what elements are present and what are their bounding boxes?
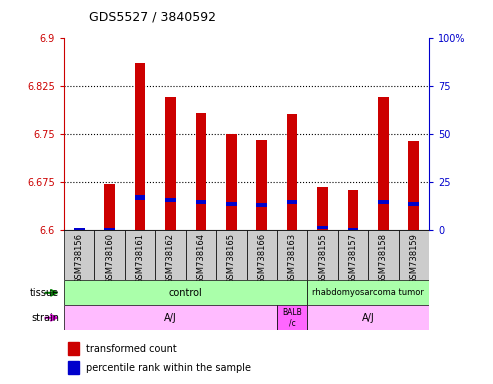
Text: GSM738163: GSM738163 [287, 233, 297, 284]
Bar [95, 230, 125, 280]
Text: rhabdomyosarcoma tumor: rhabdomyosarcoma tumor [312, 288, 424, 297]
Text: BALB
/c: BALB /c [282, 308, 302, 328]
Bar [125, 230, 155, 280]
Text: A/J: A/J [164, 313, 177, 323]
Bar [165, 97, 176, 230]
Bar [165, 198, 176, 202]
Bar [246, 230, 277, 280]
Text: GSM738160: GSM738160 [105, 233, 114, 284]
Bar [105, 184, 115, 230]
Bar [368, 230, 398, 280]
Bar [68, 361, 79, 374]
Bar [105, 228, 115, 230]
Text: control: control [169, 288, 203, 298]
Bar [307, 230, 338, 280]
Bar [256, 203, 267, 207]
Bar [68, 342, 79, 355]
Bar [338, 230, 368, 280]
Text: percentile rank within the sample: percentile rank within the sample [86, 363, 251, 373]
Bar [135, 63, 145, 230]
Bar [408, 141, 419, 230]
Text: transformed count: transformed count [86, 344, 176, 354]
Bar [307, 280, 429, 305]
Bar [408, 202, 419, 206]
Bar [307, 305, 429, 330]
Text: GSM738155: GSM738155 [318, 233, 327, 284]
Text: GSM738162: GSM738162 [166, 233, 175, 284]
Bar [378, 97, 388, 230]
Text: strain: strain [31, 313, 59, 323]
Bar [64, 280, 307, 305]
Text: GSM738158: GSM738158 [379, 233, 388, 284]
Bar [277, 230, 307, 280]
Text: GSM738157: GSM738157 [349, 233, 357, 284]
Bar [226, 202, 237, 206]
Bar [64, 305, 277, 330]
Bar [155, 230, 186, 280]
Bar [64, 230, 95, 280]
Text: A/J: A/J [362, 313, 375, 323]
Bar [216, 230, 246, 280]
Bar [277, 305, 307, 330]
Bar [398, 230, 429, 280]
Text: GSM738159: GSM738159 [409, 233, 418, 284]
Text: GSM738165: GSM738165 [227, 233, 236, 284]
Text: GDS5527 / 3840592: GDS5527 / 3840592 [89, 10, 216, 23]
Bar [186, 230, 216, 280]
Text: GSM738161: GSM738161 [136, 233, 144, 284]
Bar [287, 114, 297, 230]
Text: GSM738166: GSM738166 [257, 233, 266, 284]
Bar [256, 139, 267, 230]
Bar [226, 134, 237, 230]
Text: GSM738156: GSM738156 [75, 233, 84, 284]
Bar [287, 200, 297, 204]
Bar [135, 195, 145, 200]
Bar [74, 228, 85, 230]
Text: tissue: tissue [30, 288, 59, 298]
Bar [378, 200, 388, 204]
Bar [196, 113, 206, 230]
Bar [74, 228, 85, 230]
Text: GSM738164: GSM738164 [196, 233, 206, 284]
Bar [317, 226, 328, 229]
Bar [317, 187, 328, 230]
Bar [348, 190, 358, 230]
Bar [348, 228, 358, 230]
Bar [196, 200, 206, 204]
